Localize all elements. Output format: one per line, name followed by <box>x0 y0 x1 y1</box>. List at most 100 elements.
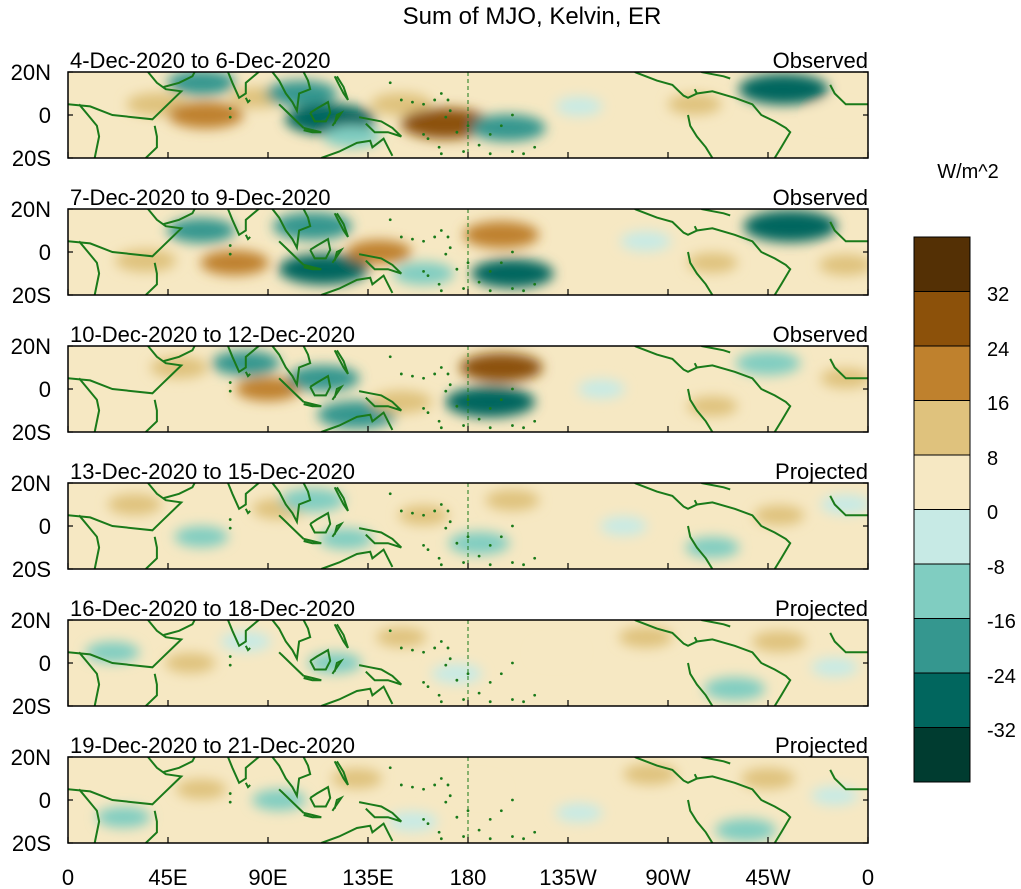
x-tick-label: 90W <box>645 865 690 889</box>
island <box>439 92 443 95</box>
coastline <box>696 775 792 843</box>
island <box>522 837 525 841</box>
island <box>228 655 232 658</box>
island <box>399 783 403 787</box>
coastline <box>687 525 714 569</box>
island <box>522 289 525 293</box>
island <box>426 411 430 415</box>
island <box>466 398 470 402</box>
coastline <box>331 110 345 127</box>
olr-anomaly-blob <box>687 252 738 273</box>
coastline <box>278 377 305 403</box>
island <box>411 100 414 104</box>
coastline <box>696 638 792 706</box>
coastline <box>687 799 714 843</box>
island <box>511 524 514 528</box>
panel-date-range: 16-Dec-2020 to 18-Dec-2020 <box>70 596 355 621</box>
island <box>444 115 448 119</box>
colorbar-tick-label: -24 <box>987 666 1016 688</box>
olr-anomaly-blob <box>280 488 345 513</box>
island <box>466 535 470 539</box>
coastline <box>701 346 731 354</box>
olr-anomaly-blob <box>685 537 740 558</box>
olr-anomaly-blob <box>620 231 671 252</box>
colorbar-swatch <box>913 672 971 728</box>
island <box>511 287 514 290</box>
olr-anomaly-blob <box>485 489 540 511</box>
coastline <box>829 769 868 791</box>
island <box>439 366 443 369</box>
island <box>411 237 414 241</box>
y-tick-label: 0 <box>39 240 51 265</box>
coastline <box>244 234 251 241</box>
colorbar-swatch <box>913 236 971 292</box>
island <box>455 130 459 134</box>
coastline <box>309 785 332 808</box>
island <box>466 809 470 813</box>
island <box>499 535 503 539</box>
island <box>422 650 425 654</box>
olr-anomaly-blob <box>448 531 510 555</box>
coastline <box>333 75 349 101</box>
olr-anomaly-blob <box>252 789 307 811</box>
island <box>511 113 514 117</box>
coastline <box>309 100 332 123</box>
coastlines <box>68 483 868 569</box>
island <box>228 381 232 384</box>
island <box>455 404 459 408</box>
olr-anomaly-blob <box>704 677 766 701</box>
island <box>433 98 437 102</box>
coastline <box>696 364 792 432</box>
island <box>533 693 537 697</box>
coastline <box>145 536 158 569</box>
coastline <box>271 757 312 799</box>
olr-anomaly-blob <box>318 528 373 550</box>
island <box>462 698 465 701</box>
island <box>488 817 492 821</box>
coastlines <box>68 72 868 158</box>
anomaly-field <box>85 626 859 701</box>
island <box>522 426 525 430</box>
island <box>388 492 392 496</box>
island <box>499 398 503 402</box>
colorbar: W/m^2 32 24 16 8 0 -8 -16 -24 -32 <box>913 161 1016 783</box>
island <box>477 554 481 558</box>
x-tick-label: 135W <box>539 865 597 889</box>
island <box>439 229 443 232</box>
panel-date-range: 13-Dec-2020 to 15-Dec-2020 <box>70 459 355 484</box>
island <box>499 261 503 265</box>
x-tick-label: 0 <box>862 865 874 889</box>
y-tick-label: 20N <box>11 608 51 633</box>
coastline <box>303 537 322 545</box>
panel-status: Observed <box>773 48 868 73</box>
olr-anomaly-blob <box>455 779 503 799</box>
colorbar-units: W/m^2 <box>937 161 999 183</box>
island <box>228 518 232 521</box>
y-tick-label: 20N <box>11 471 51 496</box>
coastline <box>278 788 305 814</box>
panel-status: Observed <box>773 185 868 210</box>
island <box>411 648 414 652</box>
coastline <box>278 514 305 540</box>
island <box>511 835 514 838</box>
island <box>437 282 441 286</box>
island <box>388 766 392 770</box>
coastline <box>145 810 158 843</box>
olr-anomaly-blob <box>533 642 581 662</box>
coastline <box>145 262 158 295</box>
island <box>422 817 425 821</box>
coastline <box>331 384 345 401</box>
olr-anomaly-blob <box>107 494 162 515</box>
coastline <box>333 349 349 375</box>
coastline <box>68 72 184 121</box>
coastline <box>331 521 345 538</box>
island <box>422 239 425 243</box>
y-tick-label: 0 <box>39 788 51 813</box>
island <box>439 152 443 156</box>
island <box>488 700 492 704</box>
coastline <box>244 508 251 515</box>
olr-anomaly-blob <box>820 368 868 389</box>
colorbar-swatch <box>913 618 971 674</box>
olr-anomaly-blob <box>85 641 140 663</box>
island <box>511 424 514 427</box>
